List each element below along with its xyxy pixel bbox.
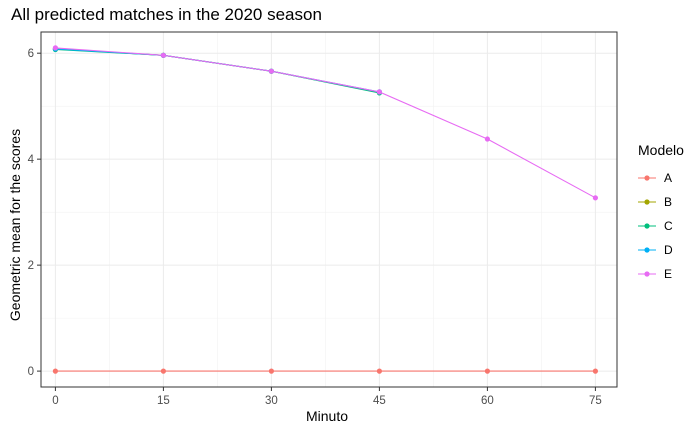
legend-key-c <box>638 223 656 229</box>
series-point-e <box>484 136 490 142</box>
series-point-a <box>376 368 382 374</box>
legend-label-d: D <box>664 243 673 257</box>
series-point-a <box>268 368 274 374</box>
x-tick-label: 60 <box>481 395 494 407</box>
chart-title: All predicted matches in the 2020 season <box>11 5 322 24</box>
legend-label-c: C <box>664 219 673 233</box>
y-tick-label: 6 <box>28 48 34 60</box>
legend-key-point-b <box>644 199 650 205</box>
x-tick-label: 0 <box>52 395 58 407</box>
legend-key-point-a <box>644 175 650 181</box>
series-point-a <box>160 368 166 374</box>
legend-key-a <box>638 175 656 181</box>
series-point-e <box>52 45 59 51</box>
legend-item-a: A <box>638 166 684 190</box>
legend-key-point-c <box>644 223 650 229</box>
panel-border <box>40 31 618 388</box>
x-tick-label: 15 <box>157 395 170 407</box>
series-point-e <box>592 195 599 201</box>
series-point-e <box>376 89 382 95</box>
legend-item-c: C <box>638 214 684 238</box>
legend-key-point-d <box>644 247 650 253</box>
y-tick-label: 2 <box>28 260 34 272</box>
x-tick-label: 75 <box>589 395 602 407</box>
x-tick-label: 45 <box>373 395 386 407</box>
legend-title: Modelo <box>638 142 684 158</box>
series-line-e <box>55 47 596 199</box>
y-tick-label: 4 <box>28 154 35 166</box>
series-point-e <box>160 52 166 58</box>
series-point-e <box>268 68 274 74</box>
legend-label-b: B <box>664 195 673 209</box>
legend-item-e: E <box>638 262 684 286</box>
legend-key-point-e <box>644 271 650 277</box>
y-tick-label: 0 <box>28 366 34 378</box>
x-axis-label: Minuto <box>305 408 349 424</box>
legend-key-d <box>638 247 656 253</box>
series-point-a <box>592 368 599 374</box>
legend-key-e <box>638 271 656 277</box>
legend-label-e: E <box>664 267 673 281</box>
legend-item-b: B <box>638 190 684 214</box>
series-point-a <box>484 368 490 374</box>
legend-key-b <box>638 199 656 205</box>
series-point-a <box>52 368 59 374</box>
x-tick-label: 30 <box>265 395 278 407</box>
legend-label-a: A <box>664 171 673 185</box>
legend-item-d: D <box>638 238 684 262</box>
